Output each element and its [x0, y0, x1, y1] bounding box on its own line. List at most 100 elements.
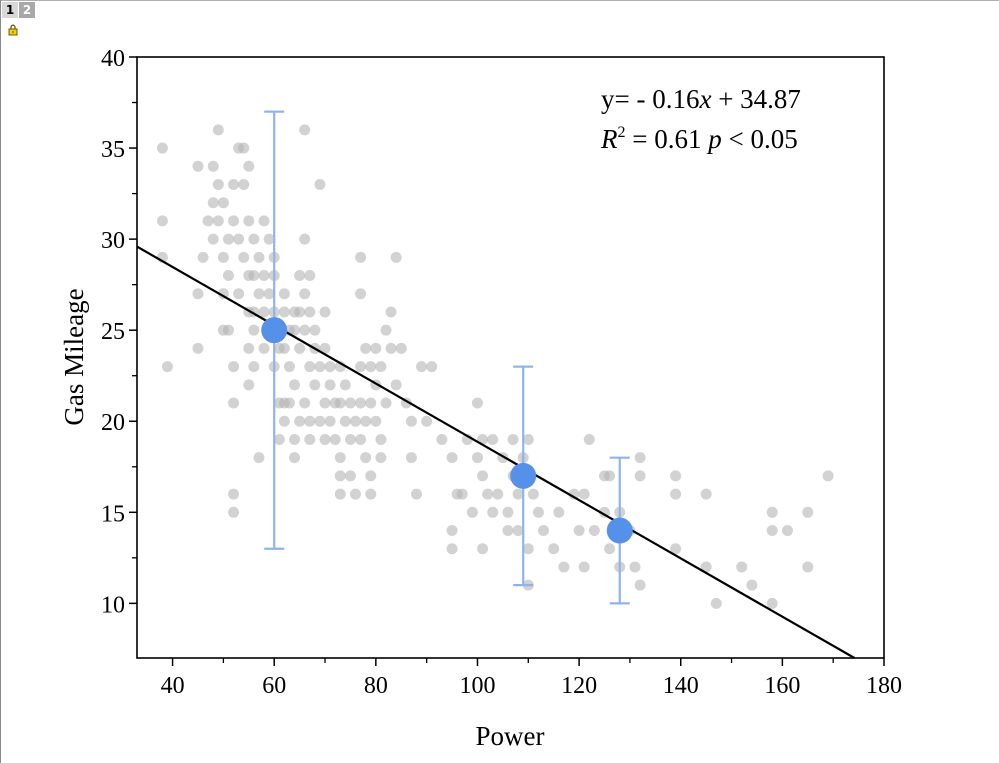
scatter-point-114 — [350, 415, 362, 427]
scatter-point-146 — [421, 415, 433, 427]
scatter-point-202 — [700, 488, 712, 500]
scatter-point-47 — [253, 452, 265, 464]
scatter-point-122 — [360, 415, 372, 427]
scatter-point-34 — [243, 160, 255, 172]
scatter-point-131 — [375, 361, 387, 373]
scatter-point-30 — [233, 288, 245, 300]
x-axis-label: Power — [476, 721, 545, 751]
plot-frame — [136, 56, 885, 659]
scatter-point-151 — [446, 543, 458, 555]
scatter-point-162 — [487, 506, 499, 518]
scatter-point-163 — [487, 433, 499, 445]
scatter-point-72 — [289, 379, 301, 391]
tab-layer-1[interactable]: 1 — [2, 2, 18, 18]
scatter-point-156 — [471, 452, 483, 464]
scatter-point-3 — [161, 361, 173, 373]
scatter-point-12 — [212, 124, 224, 136]
scatter-point-130 — [370, 415, 382, 427]
scatter-point-170 — [512, 488, 524, 500]
r-symbol: R — [600, 124, 618, 154]
scatter-point-200 — [670, 488, 682, 500]
scatter-point-92 — [314, 178, 326, 190]
scatter-point-4 — [192, 160, 204, 172]
scatter-point-98 — [319, 433, 331, 445]
scatter-point-21 — [222, 324, 234, 336]
scatter-point-181 — [558, 561, 570, 573]
r-value: = 0.61 — [626, 124, 709, 154]
scatter-point-207 — [766, 506, 778, 518]
scatter-point-62 — [278, 288, 290, 300]
scatter-point-199 — [670, 470, 682, 482]
scatter-point-5 — [192, 288, 204, 300]
scatter-point-164 — [492, 488, 504, 500]
scatter-point-209 — [766, 597, 778, 609]
layer-tabs: 1 2 — [2, 2, 35, 18]
scatter-point-145 — [416, 361, 428, 373]
scatter-point-24 — [228, 361, 240, 373]
scatter-point-161 — [482, 488, 494, 500]
scatter-point-22 — [228, 178, 240, 190]
scatter-point-150 — [446, 525, 458, 537]
regression-line — [136, 245, 856, 659]
scatter-point-45 — [253, 251, 265, 263]
scatter-point-41 — [248, 270, 260, 282]
scatter-point-32 — [238, 178, 250, 190]
scatter-point-79 — [299, 124, 311, 136]
scatter-point-94 — [314, 415, 326, 427]
scatter-point-15 — [217, 197, 229, 209]
scatter-point-196 — [634, 452, 646, 464]
scatter-point-69 — [283, 397, 295, 409]
scatter-point-86 — [304, 361, 316, 373]
scatter-point-123 — [360, 452, 372, 464]
scatter-point-147 — [426, 361, 438, 373]
scatter-point-100 — [324, 379, 336, 391]
scatter-point-174 — [522, 543, 534, 555]
scatter-point-168 — [507, 433, 519, 445]
scatter-point-84 — [304, 270, 316, 282]
scatter-point-143 — [405, 452, 417, 464]
scatter-point-0 — [156, 142, 168, 154]
scatter-point-153 — [456, 488, 468, 500]
x-tick-label-7: 180 — [866, 673, 902, 699]
scatter-point-111 — [344, 397, 356, 409]
mean-points — [261, 317, 633, 544]
x-tick-label-0: 40 — [161, 673, 185, 699]
scatter-point-93 — [314, 361, 326, 373]
scatter-point-6 — [192, 342, 204, 354]
y-axis-label: Gas Mileage — [59, 288, 89, 425]
tab-layer-2[interactable]: 2 — [19, 2, 35, 18]
scatter-point-14 — [212, 215, 224, 227]
scatter-point-167 — [502, 525, 514, 537]
scatter-point-133 — [375, 452, 387, 464]
scatter-point-13 — [212, 178, 224, 190]
scatter-point-29 — [233, 233, 245, 245]
scatter-point-16 — [217, 251, 229, 263]
scatter-point-126 — [365, 470, 377, 482]
scatter-point-159 — [477, 470, 489, 482]
scatter-point-61 — [273, 433, 285, 445]
scatter-point-203 — [700, 561, 712, 573]
scatter-point-103 — [329, 433, 341, 445]
scatter-point-85 — [304, 306, 316, 318]
scatter-point-97 — [319, 397, 331, 409]
scatter-point-71 — [289, 324, 301, 336]
scatter-point-106 — [334, 452, 346, 464]
mean-point-0 — [261, 317, 288, 344]
r-power: 2 — [618, 124, 626, 141]
y-tick-label-1: 15 — [101, 501, 125, 527]
scatter-point-87 — [304, 415, 316, 427]
scatter-point-38 — [243, 342, 255, 354]
window-left-border — [0, 0, 1, 763]
scatter-point-51 — [258, 342, 270, 354]
scatter-point-144 — [410, 488, 422, 500]
padlock-icon[interactable] — [7, 24, 19, 36]
scatter-point-43 — [248, 324, 260, 336]
scatter-point-52 — [263, 233, 275, 245]
scatter-point-83 — [299, 397, 311, 409]
scatter-point-187 — [588, 525, 600, 537]
scatter-point-50 — [258, 306, 270, 318]
scatter-point-25 — [228, 397, 240, 409]
x-tick-label-2: 80 — [364, 673, 388, 699]
scatter-point-26 — [228, 488, 240, 500]
scatter-point-148 — [436, 433, 448, 445]
